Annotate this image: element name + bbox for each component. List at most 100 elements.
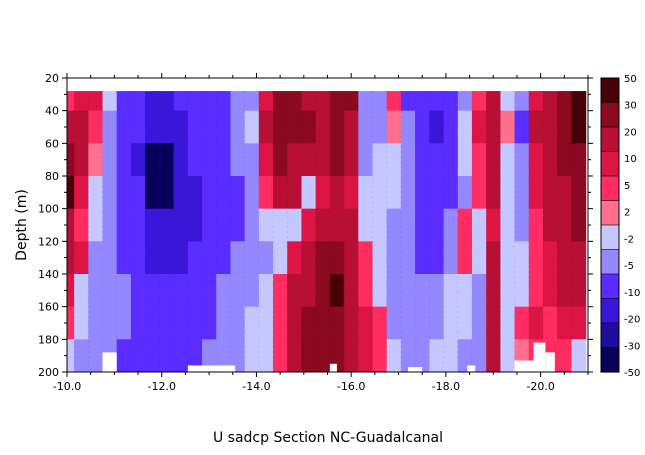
field-cell (116, 339, 132, 372)
field-cell (486, 339, 501, 372)
colorbar-swatch (600, 273, 620, 300)
field-cell (315, 91, 331, 112)
field-cell (400, 339, 416, 372)
field-cell (514, 143, 530, 177)
field-cell (514, 306, 530, 340)
field-cell (216, 241, 232, 275)
field-cell (159, 306, 175, 340)
field-cell (386, 306, 402, 340)
field-cell (67, 91, 75, 112)
field-cell (130, 91, 146, 112)
colorbar-swatch (600, 322, 620, 349)
colorbar-label: -20 (624, 315, 640, 326)
field-cell (329, 306, 345, 340)
field-cell (543, 208, 558, 242)
field-cell (315, 176, 331, 210)
field-cell (386, 339, 402, 372)
field-cell (386, 143, 402, 177)
field-cell (74, 91, 89, 112)
field-cell (244, 208, 260, 242)
field-cell (415, 208, 430, 242)
field-cell (301, 241, 317, 275)
field-cell (571, 274, 587, 308)
field-cell (571, 91, 587, 112)
field-cell (514, 274, 530, 308)
field-cell (571, 208, 587, 242)
field-cell (486, 91, 501, 112)
field-cell (486, 143, 501, 177)
colorbar-swatch (600, 126, 620, 153)
field-cell (187, 306, 203, 340)
field-cell (74, 274, 89, 308)
field-cell (400, 176, 416, 210)
y-axis-label: Depth (m) (14, 189, 30, 261)
field-cell (287, 241, 303, 275)
field-cell (415, 241, 430, 275)
field-cell (74, 241, 89, 275)
field-cell (74, 306, 89, 340)
field-cell (471, 176, 487, 210)
y-tick-label: 80 (45, 170, 59, 183)
field-cell (372, 143, 388, 177)
colorbar: 50 30 20 10 5 2 -2 -5 -10 -20 -30 -50 (600, 74, 640, 379)
field-cell (244, 176, 260, 210)
field-cell (344, 143, 359, 177)
field-cell (145, 274, 160, 308)
field-cell (514, 110, 530, 144)
field-cell (230, 339, 246, 372)
colorbar-swatch (600, 151, 620, 177)
colorbar-label: 30 (624, 101, 637, 112)
field-cell (130, 208, 146, 242)
field-cell (116, 143, 132, 177)
field-cell (201, 176, 217, 210)
field-cell (273, 143, 288, 177)
colorbar-label: 20 (624, 127, 637, 138)
field-cell (67, 241, 75, 275)
field-cell (102, 208, 118, 242)
field-cell (201, 91, 217, 112)
blank-region (329, 363, 337, 372)
field-cell (429, 339, 445, 372)
field-cell (301, 110, 317, 144)
field-cell (145, 176, 160, 210)
field-cell (230, 143, 246, 177)
field-cell (230, 110, 246, 144)
field-cell (571, 143, 587, 177)
field-cell (159, 91, 175, 112)
field-cell (130, 306, 146, 340)
blank-regions (102, 342, 555, 372)
field-cell (500, 110, 516, 144)
field-cell (457, 274, 473, 308)
field-cell (216, 274, 232, 308)
field-cell (471, 274, 487, 308)
field-cell (159, 143, 175, 177)
field-cell (116, 241, 132, 275)
field-cell (457, 339, 473, 372)
field-cell (67, 208, 75, 242)
field-cell (187, 91, 203, 112)
field-cell (216, 143, 232, 177)
field-cell (358, 241, 374, 275)
colorbar-swatch (600, 200, 620, 226)
field-cell (301, 339, 317, 372)
field-cell (116, 110, 132, 144)
field-cell (528, 274, 544, 308)
field-cell (201, 306, 217, 340)
colorbar-label: 5 (624, 181, 630, 192)
field-cell (230, 91, 246, 112)
field-cell (67, 306, 75, 340)
field-cell (329, 143, 345, 177)
field-cell (528, 176, 544, 210)
field-cell (67, 274, 75, 308)
field-cell (514, 176, 530, 210)
colorbar-swatch (600, 298, 620, 324)
field-cell (273, 306, 288, 340)
field-cell (486, 241, 501, 275)
field-cell (187, 208, 203, 242)
field-cell (173, 306, 189, 340)
field-cell (258, 306, 274, 340)
colorbar-swatch (600, 175, 620, 202)
colorbar-label: 2 (624, 208, 630, 219)
field-cell (386, 241, 402, 275)
x-tick-label: -20.0 (526, 380, 554, 393)
